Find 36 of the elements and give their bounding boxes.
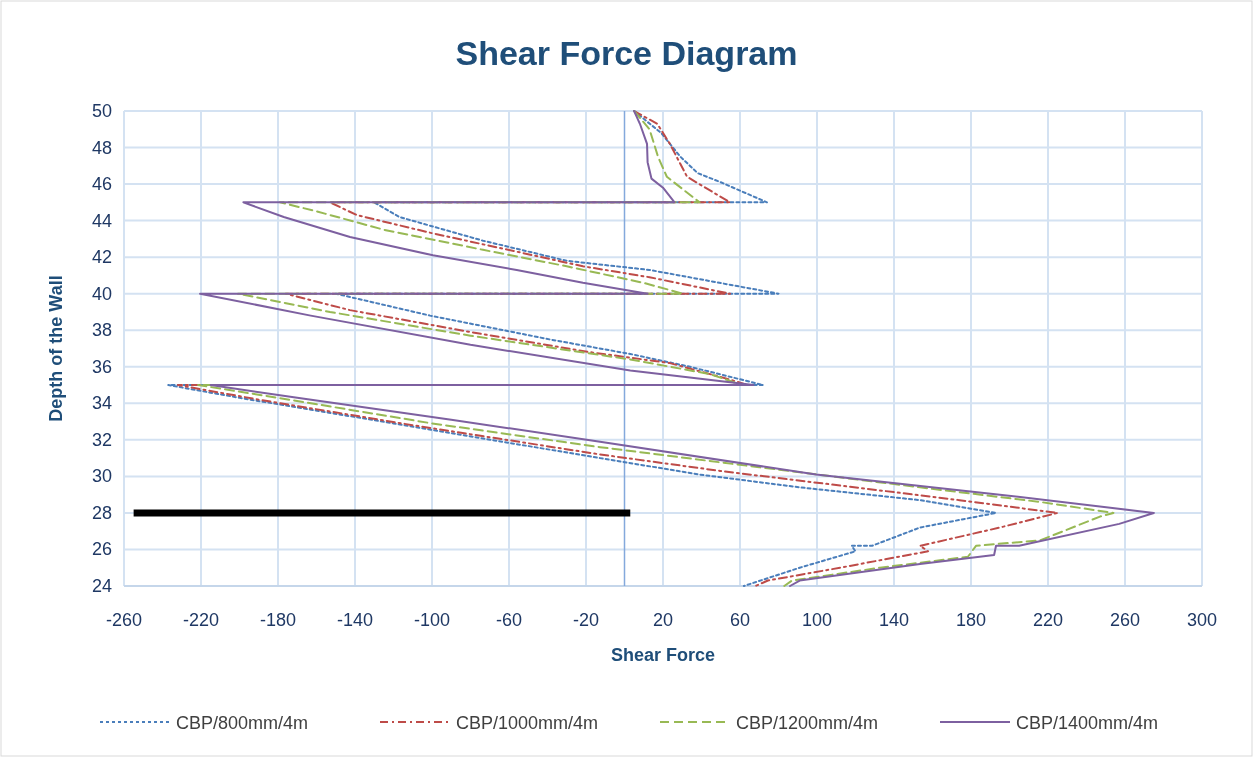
legend-label: CBP/800mm/4m bbox=[176, 713, 309, 733]
x-axis-title: Shear Force bbox=[610, 645, 716, 665]
y-tick-label: 32 bbox=[91, 429, 112, 450]
x-tick-label: 220 bbox=[1032, 610, 1064, 630]
y-tick-label: 46 bbox=[91, 174, 112, 195]
y-tick-label: 24 bbox=[91, 576, 112, 596]
x-tick-label: -140 bbox=[336, 610, 374, 630]
legend-label: CBP/1000mm/4m bbox=[456, 713, 599, 733]
x-tick-label: 140 bbox=[878, 610, 910, 630]
y-axis-title: Depth of the Wall bbox=[46, 275, 66, 422]
y-tick-label: 44 bbox=[91, 210, 112, 231]
x-tick-label: -60 bbox=[495, 610, 523, 630]
y-tick-label: 42 bbox=[91, 247, 112, 268]
y-tick-label: 38 bbox=[91, 320, 112, 341]
x-tick-label: 100 bbox=[801, 610, 833, 630]
y-tick-label: 30 bbox=[91, 466, 112, 487]
x-tick-label: 180 bbox=[955, 610, 987, 630]
x-tick-label: -180 bbox=[259, 610, 297, 630]
y-tick-label: 28 bbox=[91, 502, 112, 523]
x-tick-label: -260 bbox=[105, 610, 143, 630]
x-tick-label: 300 bbox=[1186, 610, 1218, 630]
x-tick-label: -100 bbox=[413, 610, 451, 630]
y-tick-label: 26 bbox=[91, 539, 112, 560]
x-tick-label: -220 bbox=[182, 610, 220, 630]
legend-label: CBP/1400mm/4m bbox=[1016, 713, 1159, 733]
y-tick-label: 36 bbox=[91, 356, 112, 377]
y-tick-label: 40 bbox=[91, 283, 112, 304]
y-tick-label: 34 bbox=[91, 393, 112, 414]
x-tick-label: -20 bbox=[572, 610, 600, 630]
x-tick-label: 20 bbox=[652, 610, 674, 630]
y-tick-label: 48 bbox=[91, 137, 112, 158]
legend-label: CBP/1200mm/4m bbox=[736, 713, 879, 733]
chart-title: Shear Force Diagram bbox=[455, 34, 798, 72]
x-tick-label: 60 bbox=[729, 610, 751, 630]
y-tick-label: 50 bbox=[91, 101, 112, 121]
x-tick-label: 260 bbox=[1109, 610, 1141, 630]
